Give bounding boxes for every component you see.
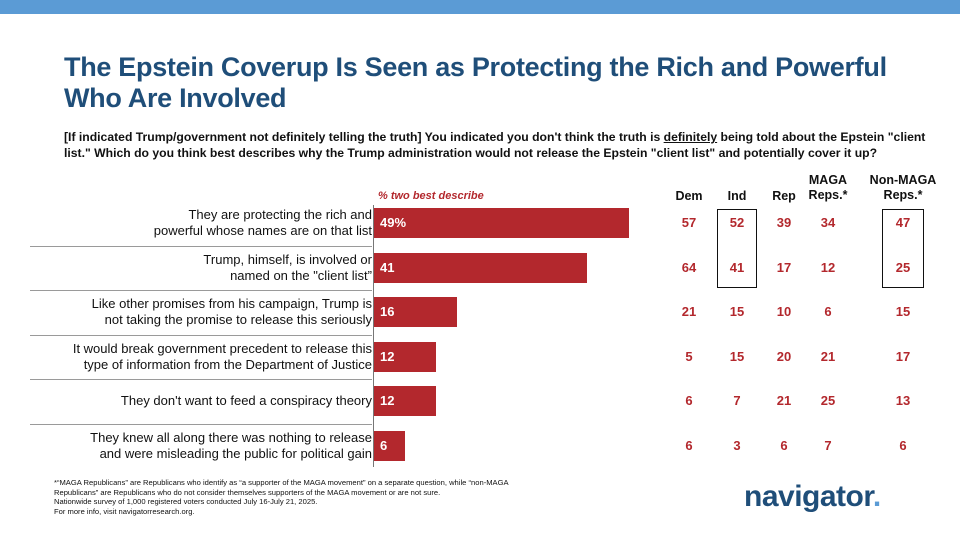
crosstab-cell: 15 bbox=[729, 349, 745, 364]
crosstab-cell: 15 bbox=[729, 304, 745, 319]
crosstab-cell: 20 bbox=[776, 349, 792, 364]
question-text-2: being told about the Epstein "client lis… bbox=[64, 130, 926, 160]
column-header: Ind bbox=[702, 189, 772, 204]
bar-value-label: 41 bbox=[380, 260, 395, 275]
axis-label: % two best describe bbox=[378, 190, 484, 202]
title-line-1: The Epstein Coverup Is Seen as Protectin… bbox=[64, 52, 887, 82]
crosstab-cell: 34 bbox=[820, 215, 836, 230]
row-separator bbox=[30, 424, 372, 425]
crosstab-cell: 21 bbox=[681, 304, 697, 319]
footnote-line-2: Republicans” are Republicans who do not … bbox=[54, 487, 441, 497]
crosstab-cell: 6 bbox=[685, 393, 693, 408]
highlight-box bbox=[882, 209, 924, 288]
bar-value-label: 6 bbox=[380, 438, 388, 453]
page-title: The Epstein Coverup Is Seen as Protectin… bbox=[64, 52, 944, 114]
column-header-line-1: Ind bbox=[727, 189, 747, 203]
crosstab-cell: 25 bbox=[820, 393, 836, 408]
column-header-line-2: Reps.* bbox=[808, 188, 848, 202]
row-separator bbox=[30, 379, 372, 380]
row-separator bbox=[30, 290, 372, 291]
crosstab-cell: 12 bbox=[820, 260, 836, 275]
crosstab-cell: 41 bbox=[729, 260, 745, 275]
crosstab-cell: 21 bbox=[776, 393, 792, 408]
bar bbox=[374, 297, 457, 327]
category-label: They are protecting the rich and powerful… bbox=[20, 207, 372, 239]
survey-question: [If indicated Trump/government not defin… bbox=[64, 129, 944, 161]
navigator-logo: navigator. bbox=[744, 480, 881, 514]
column-header-line-2: Reps.* bbox=[883, 188, 923, 202]
category-label: Like other promises from his campaign, T… bbox=[20, 296, 372, 328]
category-label-line-2: not taking the promise to release this s… bbox=[104, 312, 372, 327]
category-label-line-2: and were misleading the public for polit… bbox=[99, 446, 372, 461]
category-label-line-2: type of information from the Department … bbox=[83, 357, 372, 372]
crosstab-cell: 5 bbox=[685, 349, 693, 364]
crosstab-cell: 7 bbox=[824, 438, 832, 453]
bar bbox=[374, 431, 405, 461]
footnote-line-4: For more info, visit navigatorresearch.o… bbox=[54, 506, 195, 516]
crosstab-cell: 13 bbox=[895, 393, 911, 408]
crosstab-cell: 3 bbox=[733, 438, 741, 453]
crosstab-cell: 6 bbox=[780, 438, 788, 453]
crosstab-cell: 57 bbox=[681, 215, 697, 230]
bar-value-label: 49% bbox=[380, 215, 407, 230]
question-emphasis: definitely bbox=[663, 130, 718, 144]
crosstab-cell: 52 bbox=[729, 215, 745, 230]
category-label: They don't want to feed a conspiracy the… bbox=[20, 393, 372, 409]
column-header-line-1: MAGA bbox=[808, 173, 848, 187]
column-header-line-1: Non-MAGA bbox=[869, 173, 937, 187]
crosstab-cell: 21 bbox=[820, 349, 836, 364]
category-label-line-1: They are protecting the rich and bbox=[188, 207, 372, 222]
column-header: Rep bbox=[749, 189, 819, 204]
crosstab-cell: 6 bbox=[899, 438, 907, 453]
category-label-line-1: They don't want to feed a conspiracy the… bbox=[120, 393, 372, 408]
footnote-line-1: *“MAGA Republicans” are Republicans who … bbox=[54, 478, 509, 487]
column-header-line-1: Dem bbox=[675, 189, 703, 203]
bar bbox=[374, 253, 587, 283]
crosstab-cell: 17 bbox=[776, 260, 792, 275]
question-text-1: [If indicated Trump/government not defin… bbox=[64, 130, 664, 144]
bar bbox=[374, 386, 436, 416]
chart-baseline bbox=[373, 205, 374, 467]
crosstab-cell: 6 bbox=[824, 304, 832, 319]
row-separator bbox=[30, 335, 372, 336]
crosstab-cell: 7 bbox=[733, 393, 741, 408]
title-line-2: Who Are Involved bbox=[64, 83, 287, 113]
logo-text: navigator bbox=[744, 480, 873, 513]
bar-value-label: 12 bbox=[380, 393, 395, 408]
top-accent-bar bbox=[0, 0, 960, 14]
category-label-line-2: named on the "client list” bbox=[230, 268, 372, 283]
row-separator bbox=[30, 246, 372, 247]
category-label: It would break government precedent to r… bbox=[20, 341, 372, 373]
category-label: They knew all along there was nothing to… bbox=[20, 430, 372, 462]
crosstab-cell: 10 bbox=[776, 304, 792, 319]
bar bbox=[374, 208, 629, 238]
category-label-line-1: They knew all along there was nothing to… bbox=[90, 430, 372, 445]
column-header-line-1: Rep bbox=[772, 189, 796, 203]
crosstab-cell: 15 bbox=[895, 304, 911, 319]
bar-value-label: 16 bbox=[380, 304, 395, 319]
crosstab-cell: 39 bbox=[776, 215, 792, 230]
category-label-line-1: It would break government precedent to r… bbox=[72, 341, 372, 356]
crosstab-cell: 64 bbox=[681, 260, 697, 275]
category-label: Trump, himself, is involved or named on t… bbox=[20, 252, 372, 284]
category-label-line-1: Trump, himself, is involved or bbox=[203, 252, 372, 267]
crosstab-cell: 47 bbox=[895, 215, 911, 230]
footnote: *“MAGA Republicans” are Republicans who … bbox=[54, 478, 654, 516]
column-header: Non-MAGA Reps.* bbox=[868, 173, 938, 203]
crosstab-cell: 6 bbox=[685, 438, 693, 453]
crosstab-cell: 25 bbox=[895, 260, 911, 275]
footnote-line-3: Nationwide survey of 1,000 registered vo… bbox=[54, 497, 318, 507]
column-header: Dem bbox=[654, 189, 724, 204]
bar-value-label: 12 bbox=[380, 349, 395, 364]
column-header: MAGA Reps.* bbox=[793, 173, 863, 203]
logo-dot: . bbox=[872, 480, 881, 513]
category-label-line-1: Like other promises from his campaign, T… bbox=[91, 296, 372, 311]
category-label-line-2: powerful whose names are on that list bbox=[153, 223, 372, 238]
bar bbox=[374, 342, 436, 372]
highlight-box bbox=[717, 209, 757, 288]
crosstab-cell: 17 bbox=[895, 349, 911, 364]
